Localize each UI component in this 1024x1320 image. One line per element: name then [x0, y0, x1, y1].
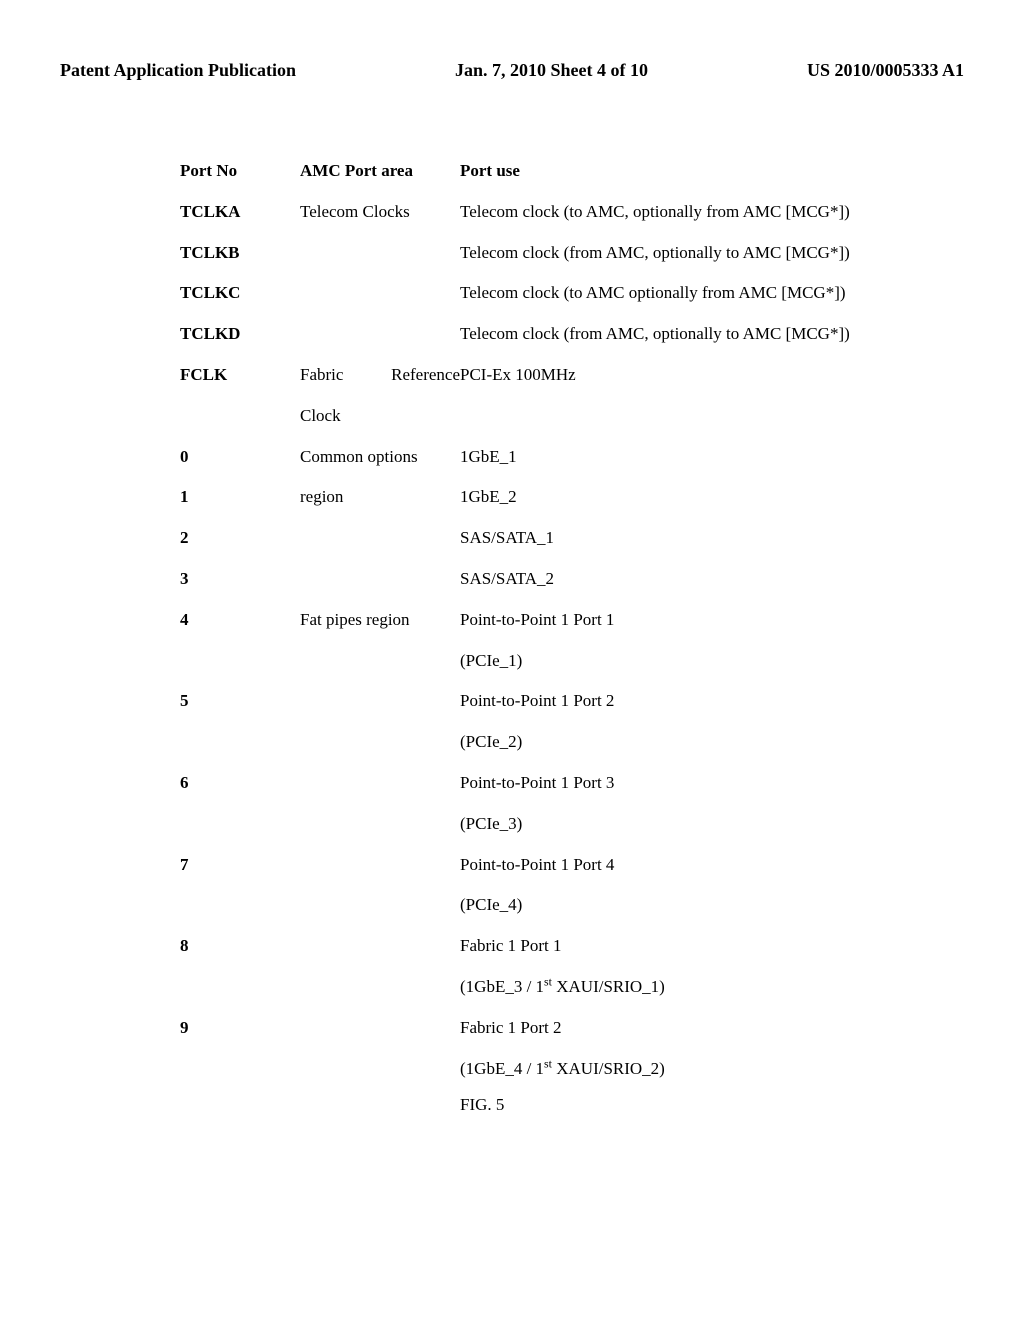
table-row: (PCIe_2) — [180, 722, 874, 763]
table-row: (1GbE_3 / 1st XAUI/SRIO_1) — [180, 967, 874, 1008]
port-table: Port No AMC Port area Port use TCLKATele… — [180, 151, 874, 1089]
page-header: Patent Application Publication Jan. 7, 2… — [0, 60, 1024, 111]
table-row: 6 Point-to-Point 1 Port 3 — [180, 763, 874, 804]
figure-label: FIG. 5 — [460, 1095, 874, 1115]
content-area: Port No AMC Port area Port use TCLKATele… — [0, 111, 1024, 1115]
table-row: TCLKC Telecom clock (to AMC optionally fr… — [180, 273, 874, 314]
port-use: SAS/SATA_2 — [460, 559, 874, 600]
header-left: Patent Application Publication — [60, 60, 296, 81]
port-use: Telecom clock (from AMC, optionally to A… — [460, 314, 874, 355]
port-no: 5 — [180, 681, 300, 722]
port-use: (1GbE_3 / 1st XAUI/SRIO_1) — [460, 967, 874, 1008]
header-port: Port No — [180, 151, 300, 192]
header-use: Port use — [460, 151, 874, 192]
table-row: 8 Fabric 1 Port 1 — [180, 926, 874, 967]
table-header-row: Port No AMC Port area Port use — [180, 151, 874, 192]
table-row: 3 SAS/SATA_2 — [180, 559, 874, 600]
port-no: 9 — [180, 1008, 300, 1049]
port-use: (PCIe_1) — [460, 641, 874, 682]
port-use: Telecom clock (from AMC, optionally to A… — [460, 233, 874, 274]
port-use: Telecom clock (to AMC, optionally from A… — [460, 192, 874, 233]
port-no: 8 — [180, 926, 300, 967]
table-row: 2 SAS/SATA_1 — [180, 518, 874, 559]
port-use: (PCIe_2) — [460, 722, 874, 763]
port-no: TCLKA — [180, 192, 300, 233]
port-no: TCLKD — [180, 314, 300, 355]
table-row: 5 Point-to-Point 1 Port 2 — [180, 681, 874, 722]
port-no: TCLKC — [180, 273, 300, 314]
port-use: Point-to-Point 1 Port 3 — [460, 763, 874, 804]
port-area: Fat pipes region — [300, 600, 460, 641]
table-row: 9 Fabric 1 Port 2 — [180, 1008, 874, 1049]
port-use: Telecom clock (to AMC optionally from AM… — [460, 273, 874, 314]
port-use: PCI-Ex 100MHz — [460, 355, 874, 396]
port-no: 0 — [180, 437, 300, 478]
port-use: (PCIe_4) — [460, 885, 874, 926]
table-row: (PCIe_3) — [180, 804, 874, 845]
port-no: 4 — [180, 600, 300, 641]
port-no: 2 — [180, 518, 300, 559]
port-use: (PCIe_3) — [460, 804, 874, 845]
port-use: (1GbE_4 / 1st XAUI/SRIO_2) — [460, 1049, 874, 1090]
table-row: (PCIe_4) — [180, 885, 874, 926]
table-body: TCLKATelecom ClocksTelecom clock (to AMC… — [180, 192, 874, 1090]
port-no: FCLK — [180, 355, 300, 396]
port-use: Fabric 1 Port 2 — [460, 1008, 874, 1049]
port-use: SAS/SATA_1 — [460, 518, 874, 559]
table-row: (1GbE_4 / 1st XAUI/SRIO_2) — [180, 1049, 874, 1090]
table-row: 1region1GbE_2 — [180, 477, 874, 518]
port-no: 3 — [180, 559, 300, 600]
port-no: 6 — [180, 763, 300, 804]
port-no: 1 — [180, 477, 300, 518]
header-center: Jan. 7, 2010 Sheet 4 of 10 — [455, 60, 648, 81]
port-use: Point-to-Point 1 Port 1 — [460, 600, 874, 641]
port-use: 1GbE_1 — [460, 437, 874, 478]
port-area: Fabric Reference Clock — [300, 355, 460, 437]
port-no: 7 — [180, 845, 300, 886]
port-area: Common options — [300, 437, 460, 478]
port-use: Point-to-Point 1 Port 2 — [460, 681, 874, 722]
port-area: region — [300, 477, 460, 518]
table-row: 4Fat pipes regionPoint-to-Point 1 Port 1 — [180, 600, 874, 641]
port-area: Telecom Clocks — [300, 192, 460, 233]
table-row: (PCIe_1) — [180, 641, 874, 682]
port-no: TCLKB — [180, 233, 300, 274]
table-row: 7 Point-to-Point 1 Port 4 — [180, 845, 874, 886]
table-row: FCLKFabric Reference ClockPCI-Ex 100MHz — [180, 355, 874, 437]
header-right: US 2010/0005333 A1 — [807, 60, 964, 81]
table-row: TCLKATelecom ClocksTelecom clock (to AMC… — [180, 192, 874, 233]
header-area: AMC Port area — [300, 151, 460, 192]
port-use: 1GbE_2 — [460, 477, 874, 518]
table-row: 0Common options1GbE_1 — [180, 437, 874, 478]
port-use: Point-to-Point 1 Port 4 — [460, 845, 874, 886]
table-row: TCLKB Telecom clock (from AMC, optionally… — [180, 233, 874, 274]
table-row: TCLKD Telecom clock (from AMC, optionally… — [180, 314, 874, 355]
port-use: Fabric 1 Port 1 — [460, 926, 874, 967]
